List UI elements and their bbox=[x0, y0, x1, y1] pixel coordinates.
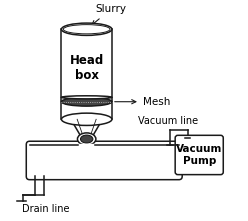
Ellipse shape bbox=[63, 25, 110, 34]
FancyBboxPatch shape bbox=[26, 141, 182, 180]
Text: Vacuum
Pump: Vacuum Pump bbox=[176, 144, 222, 166]
Polygon shape bbox=[71, 119, 102, 136]
Ellipse shape bbox=[62, 113, 112, 126]
FancyBboxPatch shape bbox=[175, 135, 223, 175]
Text: Head
box: Head box bbox=[69, 54, 104, 82]
Text: Mesh: Mesh bbox=[115, 97, 170, 107]
Text: Vacuum line: Vacuum line bbox=[138, 116, 198, 126]
Text: Slurry: Slurry bbox=[92, 4, 126, 25]
Ellipse shape bbox=[81, 135, 93, 143]
Ellipse shape bbox=[62, 97, 112, 106]
Ellipse shape bbox=[62, 23, 112, 35]
Ellipse shape bbox=[77, 133, 96, 145]
Ellipse shape bbox=[62, 96, 112, 99]
Text: Drain line: Drain line bbox=[22, 204, 69, 215]
